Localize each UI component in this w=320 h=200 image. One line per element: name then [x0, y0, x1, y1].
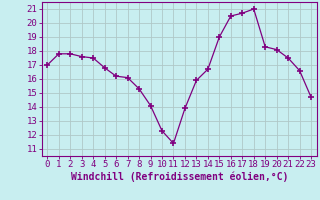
X-axis label: Windchill (Refroidissement éolien,°C): Windchill (Refroidissement éolien,°C) [70, 172, 288, 182]
